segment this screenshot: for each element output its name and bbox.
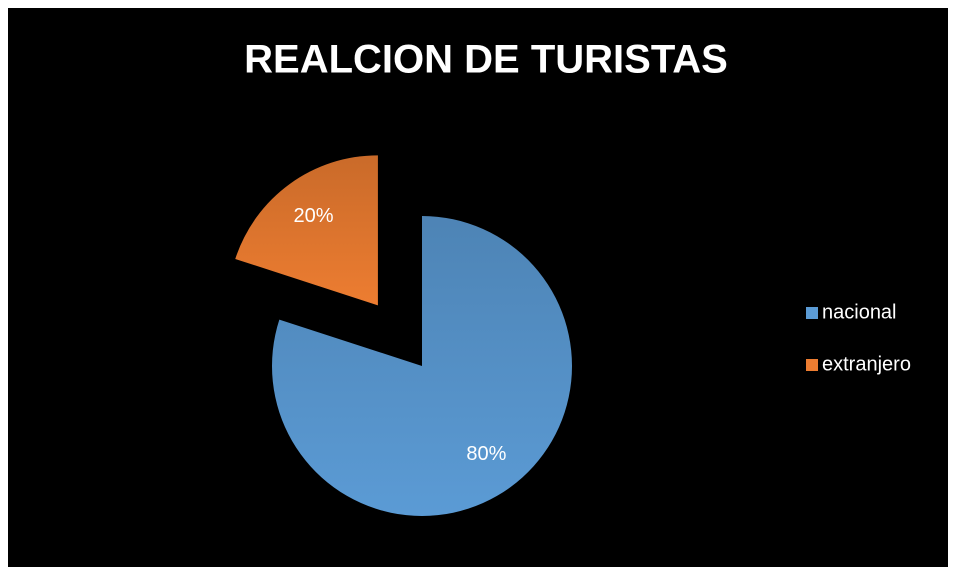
- data-label: 20%: [294, 205, 334, 227]
- pie-slice: [271, 216, 572, 516]
- legend-label: nacional: [822, 301, 897, 323]
- legend-swatch: [806, 307, 818, 319]
- data-label: 80%: [466, 443, 506, 465]
- chart-title: REALCION DE TURISTAS: [244, 38, 728, 82]
- legend-label: extranjero: [822, 353, 911, 375]
- pie-slice: [235, 155, 378, 306]
- legend-swatch: [806, 359, 818, 371]
